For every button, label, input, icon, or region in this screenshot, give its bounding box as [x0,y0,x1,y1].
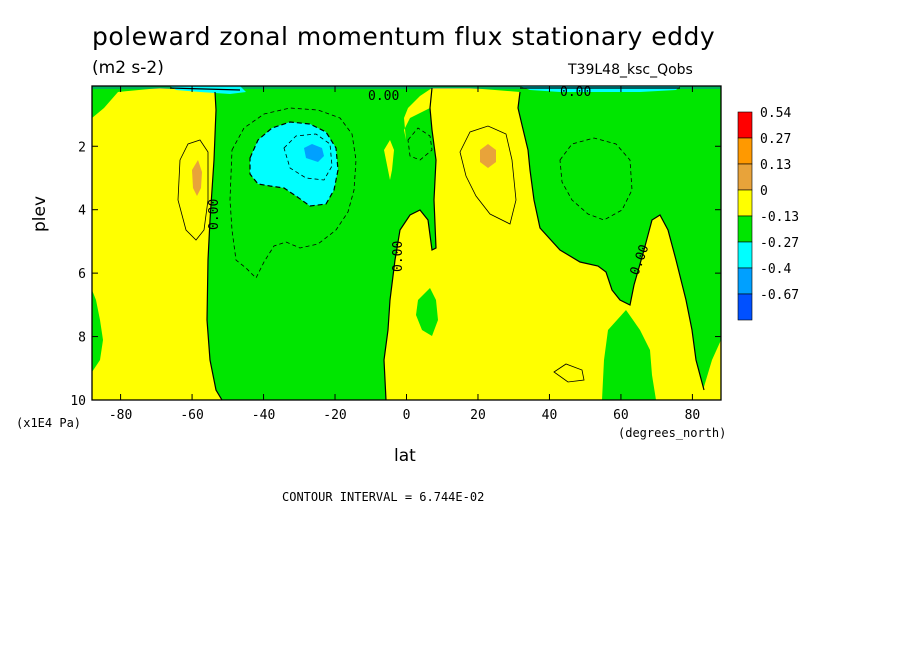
y-tick-label: 2 [78,140,86,155]
legend-swatch [737,189,753,217]
contour-lines [169,87,705,400]
region-core-negative [304,144,324,162]
y-tick-label: 6 [78,267,86,282]
y-tick-label: 4 [78,204,86,219]
legend-swatch [737,215,753,243]
contour-negative-line [407,127,433,161]
y-tick-label: 8 [78,331,86,346]
y-axis: 2 4 6 8 10 [70,140,721,409]
legend-level-label: -0.27 [760,236,799,251]
legend-swatch [737,293,753,321]
x-axis-unit: (degrees_north) [618,426,727,440]
x-tick-label: -80 [109,408,132,423]
contour-interval-label: CONTOUR INTERVAL = 6.744E-02 [282,490,485,504]
x-axis: -80 -60 -40 -20 0 20 40 60 80 [109,86,700,423]
region-strong-positive-east [480,144,496,168]
legend-swatch [737,241,753,269]
legend-level-label: -0.67 [760,288,799,303]
contour-negative-line [283,133,333,181]
chart-units: (m2 s-2) [92,58,164,78]
legend-level-label: 0.54 [760,106,791,121]
x-tick-label: -20 [323,408,346,423]
legend-level-label: -0.13 [760,210,799,225]
contour-positive-line [553,363,585,383]
legend-level-label: -0.4 [760,262,791,277]
y-tick-label: 10 [70,394,86,409]
region-positive-west [92,88,222,400]
x-tick-label: 60 [613,408,629,423]
legend-swatch [737,111,753,139]
contour-top-line [169,87,680,91]
contour-label: 0.00 [207,199,222,230]
contour-negative-line [249,121,339,207]
contour-negative-line [559,137,633,221]
x-tick-label: -40 [252,408,275,423]
legend-swatch [737,267,753,295]
y-axis-unit: (x1E4 Pa) [16,416,82,430]
contour-zero-line [383,87,437,400]
region-strong-negative [250,122,338,206]
contour-label: 0.00 [391,241,406,272]
region-negative-island [416,288,438,336]
region-positive-west-edge [92,220,118,290]
contour-positive-line [459,125,517,225]
x-tick-label: 80 [685,408,701,423]
x-tick-label: -60 [180,408,203,423]
chart-title: poleward zonal momentum flux stationary … [92,22,716,51]
x-axis-label: lat [394,446,416,466]
legend-swatch [737,137,753,165]
legend: 0.54 0.27 0.13 0 -0.13 -0.27 -0.4 -0.67 [737,106,799,321]
region-positive-central [384,88,706,400]
contour-negative-line [229,107,357,279]
legend-level-label: 0.13 [760,158,791,173]
x-tick-label: 20 [470,408,486,423]
contour-label: 0.00 [368,89,399,104]
legend-level-label: 0 [760,184,768,199]
region-strong-positive-west [192,160,202,196]
run-label: T39L48_ksc_Qobs [568,62,693,78]
contour-label: 0.00 [560,85,591,100]
contour-zero-line [206,91,223,400]
filled-regions [92,86,721,400]
legend-swatch [737,163,753,191]
x-tick-label: 40 [542,408,558,423]
region-positive-narrow [384,140,394,180]
region-positive-northeast [700,340,721,400]
contour-zero-line [517,91,705,391]
legend-level-label: 0.27 [760,132,791,147]
x-tick-label: 0 [403,408,411,423]
contour-positive-line [177,139,209,241]
